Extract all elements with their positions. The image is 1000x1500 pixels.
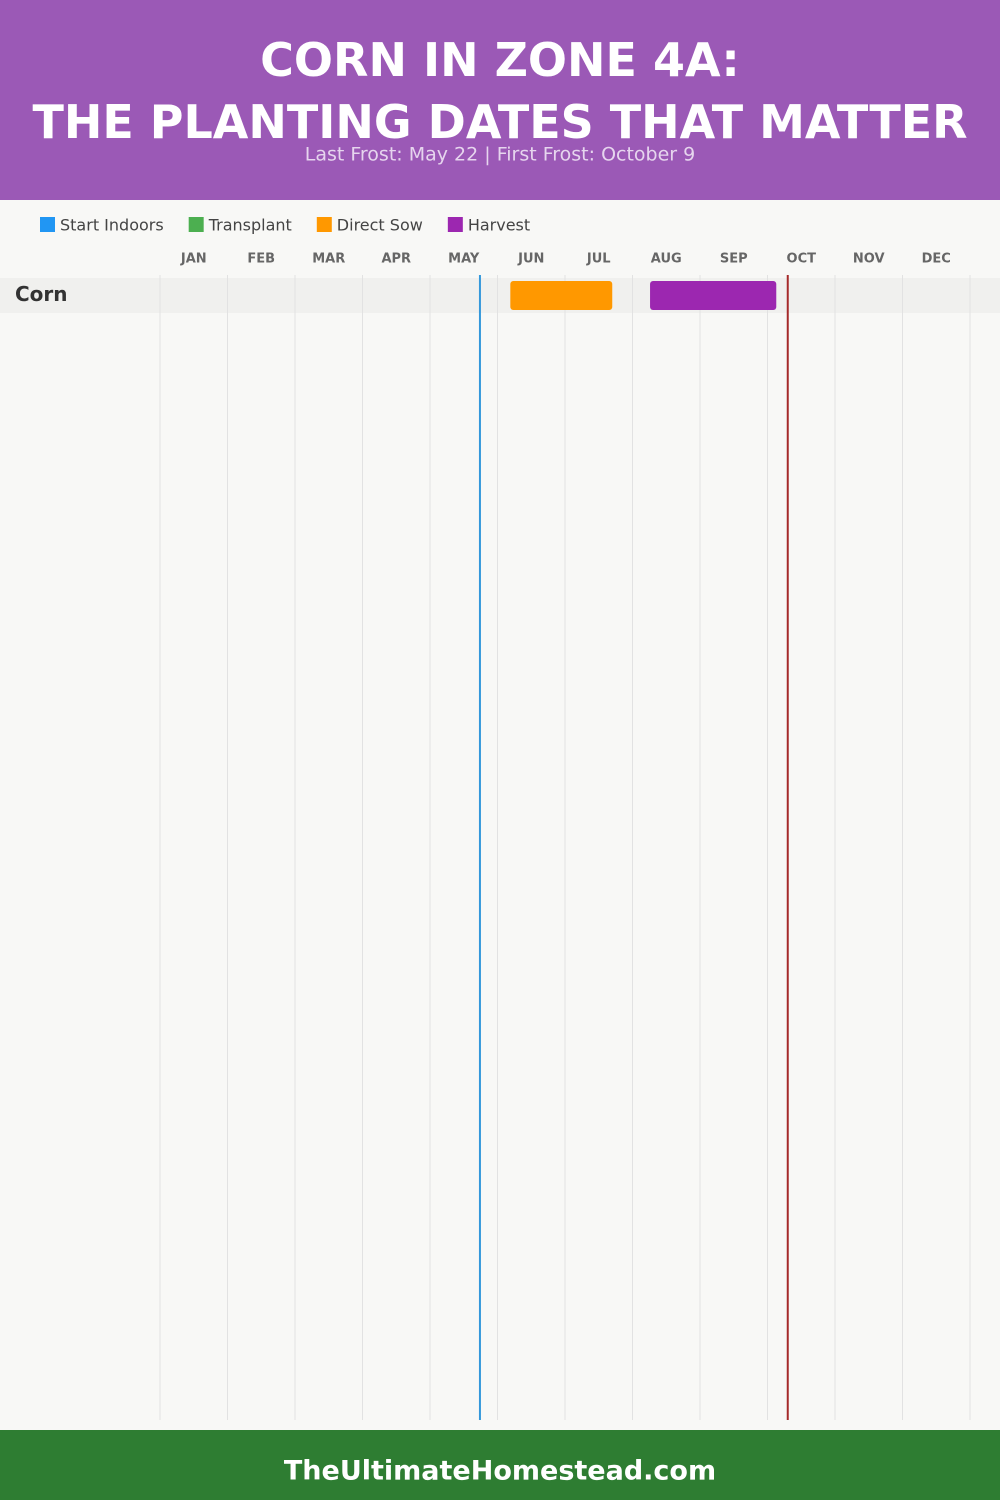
legend-swatch (447, 217, 463, 232)
chart-title: CORN IN ZONE 4A: THE PLANTING DATES THAT … (32, 33, 967, 149)
month-label: FEB (247, 252, 275, 267)
month-label: JAN (180, 252, 207, 267)
legend-label: Transplant (208, 216, 292, 235)
month-label: DEC (922, 252, 951, 267)
chart-subtitle: Last Frost: May 22 | First Frost: Octobe… (305, 144, 696, 166)
month-label: NOV (853, 252, 885, 267)
month-label: AUG (651, 252, 682, 267)
row-label: Corn (15, 282, 68, 306)
row-band (0, 278, 1000, 313)
footer-text: TheUltimateHomestead.com (284, 1456, 716, 1487)
header (0, 0, 1000, 200)
phase-bar (510, 281, 613, 310)
month-label: MAY (448, 252, 480, 267)
month-label: MAR (312, 252, 345, 267)
legend-label: Direct Sow (337, 216, 423, 235)
legend-swatch (188, 217, 204, 232)
month-label: APR (381, 252, 411, 267)
legend-label: Start Indoors (60, 216, 164, 235)
phase-bar (650, 281, 777, 310)
month-label: SEP (720, 252, 748, 267)
month-label: OCT (787, 252, 817, 267)
footer (0, 1430, 1000, 1500)
legend-swatch (316, 217, 332, 232)
month-label: JUL (586, 252, 611, 267)
legend-swatch (40, 217, 55, 232)
legend-label: Harvest (468, 216, 530, 235)
month-label: JUN (517, 252, 544, 267)
